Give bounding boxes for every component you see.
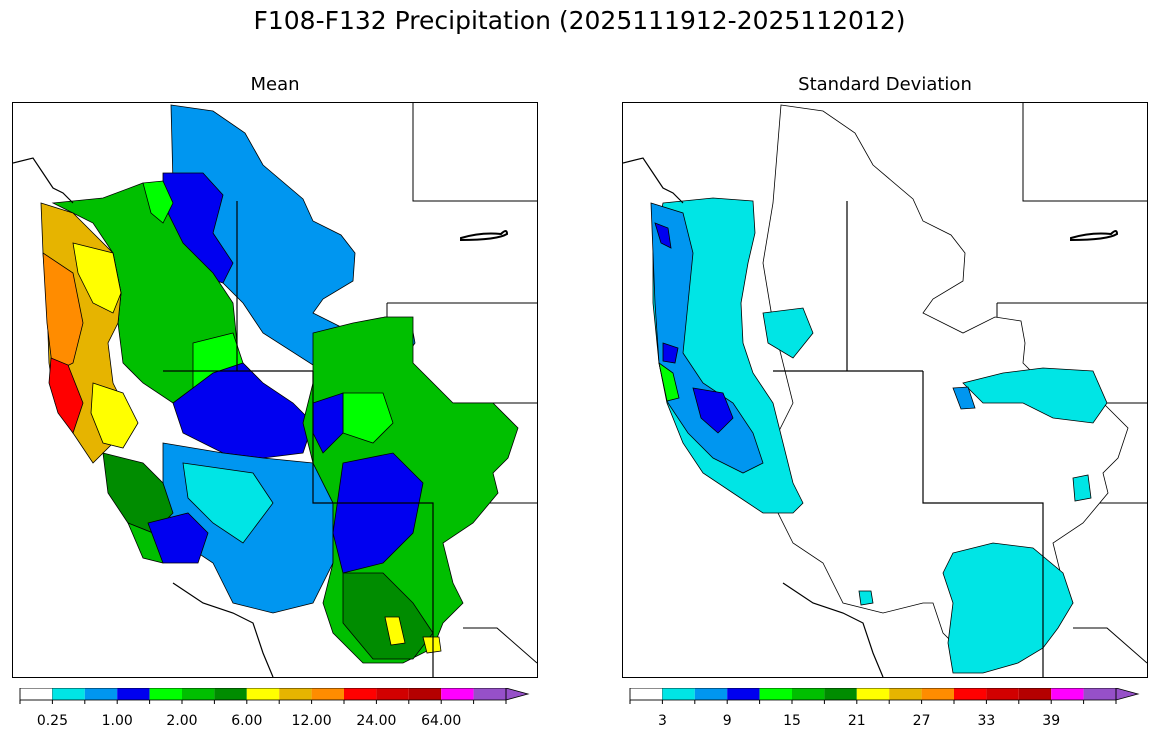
region-blue-lake (952, 386, 976, 410)
region-red-coast (48, 357, 84, 434)
mean-colorbar-swatch (117, 688, 150, 700)
region-yellow-tip-2 (422, 636, 442, 654)
stddev-colorbar-tick-label: 21 (848, 713, 866, 729)
stddev-colorbar-tick-label: 3 (658, 713, 667, 729)
stddev-colorbar-swatch (889, 688, 922, 700)
region-blue-east-b (332, 452, 424, 574)
coastline-south (172, 582, 274, 677)
region-green-coast (658, 362, 680, 402)
stddev-colorbar: 3 9 15 21 27 33 39 (629, 688, 1140, 729)
region-cyan-interior-a (762, 307, 814, 359)
region-cyan-small (1072, 474, 1092, 502)
mean-colorbar-swatch (52, 688, 85, 700)
coastline-north (623, 157, 684, 204)
stddev-map-svg (623, 103, 1147, 677)
stddev-colorbar-swatch (986, 688, 1019, 700)
mean-colorbar-swatch (279, 688, 312, 700)
stddev-basins (650, 104, 1129, 674)
stddev-colorbar-tick-label: 39 (1042, 713, 1060, 729)
mean-colorbar-swatch (214, 688, 247, 700)
mean-map (12, 102, 538, 678)
stddev-map (622, 102, 1148, 678)
state-border (1022, 103, 1147, 202)
mean-colorbar-swatch (182, 688, 215, 700)
region-cyan-tiny (858, 590, 874, 606)
coastline-south (782, 582, 884, 677)
stddev-colorbar-swatch (694, 688, 728, 700)
region-white-interior (762, 104, 1129, 664)
mean-colorbar-swatch (311, 688, 344, 700)
stddev-colorbar-outline (629, 688, 1117, 701)
region-blue-coast-north (654, 222, 672, 249)
mean-colorbar-tick-label: 6.00 (231, 713, 262, 729)
mean-colorbar-tick-label: 12.00 (292, 713, 332, 729)
state-border (312, 371, 434, 677)
mean-colorbar-swatches (19, 688, 530, 701)
mean-basins (40, 104, 519, 664)
figure-title: F108-F132 Precipitation (2025111912-2025… (253, 6, 906, 35)
stddev-colorbar-swatches (629, 688, 1140, 701)
stddev-colorbar-swatch (1018, 688, 1052, 700)
lake-outline (1070, 230, 1119, 242)
coastline-north (13, 157, 74, 204)
stddev-colorbar-tick-label: 27 (913, 713, 931, 729)
mean-colorbar-tick-label: 64.00 (421, 713, 461, 729)
stddev-colorbar-swatch (629, 688, 663, 701)
region-cyan-interior-b (962, 367, 1108, 424)
region-bright-green (142, 180, 174, 224)
mean-colorbar-swatch (408, 688, 442, 700)
mean-colorbar-tick-label: 24.00 (356, 713, 396, 729)
region-blue-coast-south (692, 387, 734, 434)
state-border (922, 371, 1044, 677)
region-yellow-north (72, 242, 122, 314)
region-yellow-south (90, 382, 139, 449)
stddev-colorbar-tick-label: 9 (723, 713, 732, 729)
stddev-colorbar-swatch (921, 688, 954, 700)
stddev-colorbar-swatch (727, 688, 760, 700)
stddev-colorbar-swatch (1051, 688, 1084, 700)
mean-colorbar-extend-arrow (505, 688, 530, 701)
mean-colorbar-swatch (246, 688, 280, 700)
stddev-colorbar-swatch (856, 688, 890, 700)
mean-colorbar-tick-label: 0.25 (37, 713, 68, 729)
mean-colorbar-swatch (376, 688, 409, 700)
region-blue-sw (147, 512, 209, 564)
stddev-colorbar-tick-label: 15 (783, 713, 801, 729)
state-border (1073, 627, 1147, 664)
mean-colorbar-swatch (473, 688, 506, 700)
region-yellow-tip (384, 616, 406, 646)
stddev-colorbar-tick-label: 33 (977, 713, 995, 729)
mean-colorbar-swatch (441, 688, 474, 700)
mean-colorbar: 0.25 1.00 2.00 6.00 12.00 24.00 64.00 (19, 688, 530, 729)
mean-colorbar-swatch (149, 688, 182, 700)
mean-colorbar-ticks (19, 700, 507, 704)
mean-colorbar-swatch (344, 688, 377, 700)
mean-panel-title: Mean (250, 74, 300, 95)
stddev-colorbar-extend-arrow (1115, 688, 1140, 701)
stddev-colorbar-swatch (792, 688, 825, 700)
region-cyan-south (182, 462, 274, 544)
stddev-panel-title: Standard Deviation (798, 74, 972, 95)
stddev-colorbar-swatch (1083, 688, 1116, 700)
mean-colorbar-outline (19, 688, 507, 701)
stddev-colorbar-swatch (824, 688, 857, 700)
mean-colorbar-tick-label: 2.00 (166, 713, 197, 729)
region-cyan-southeast (942, 542, 1074, 674)
mean-colorbar-swatch (84, 688, 118, 700)
region-orange-coast (42, 252, 84, 374)
mean-colorbar-tick-label: 1.00 (102, 713, 133, 729)
state-border (463, 627, 537, 664)
lake-outline (460, 230, 509, 242)
stddev-colorbar-swatch (759, 688, 792, 700)
mean-map-svg (13, 103, 537, 677)
state-border (412, 103, 537, 202)
mean-colorbar-swatch (19, 688, 53, 701)
stddev-colorbar-swatch (662, 688, 695, 700)
region-blue-coast-mid (662, 342, 679, 364)
region-dark-green-south (342, 572, 434, 660)
stddev-colorbar-ticks (629, 700, 1117, 704)
stddev-colorbar-swatch (954, 688, 987, 700)
